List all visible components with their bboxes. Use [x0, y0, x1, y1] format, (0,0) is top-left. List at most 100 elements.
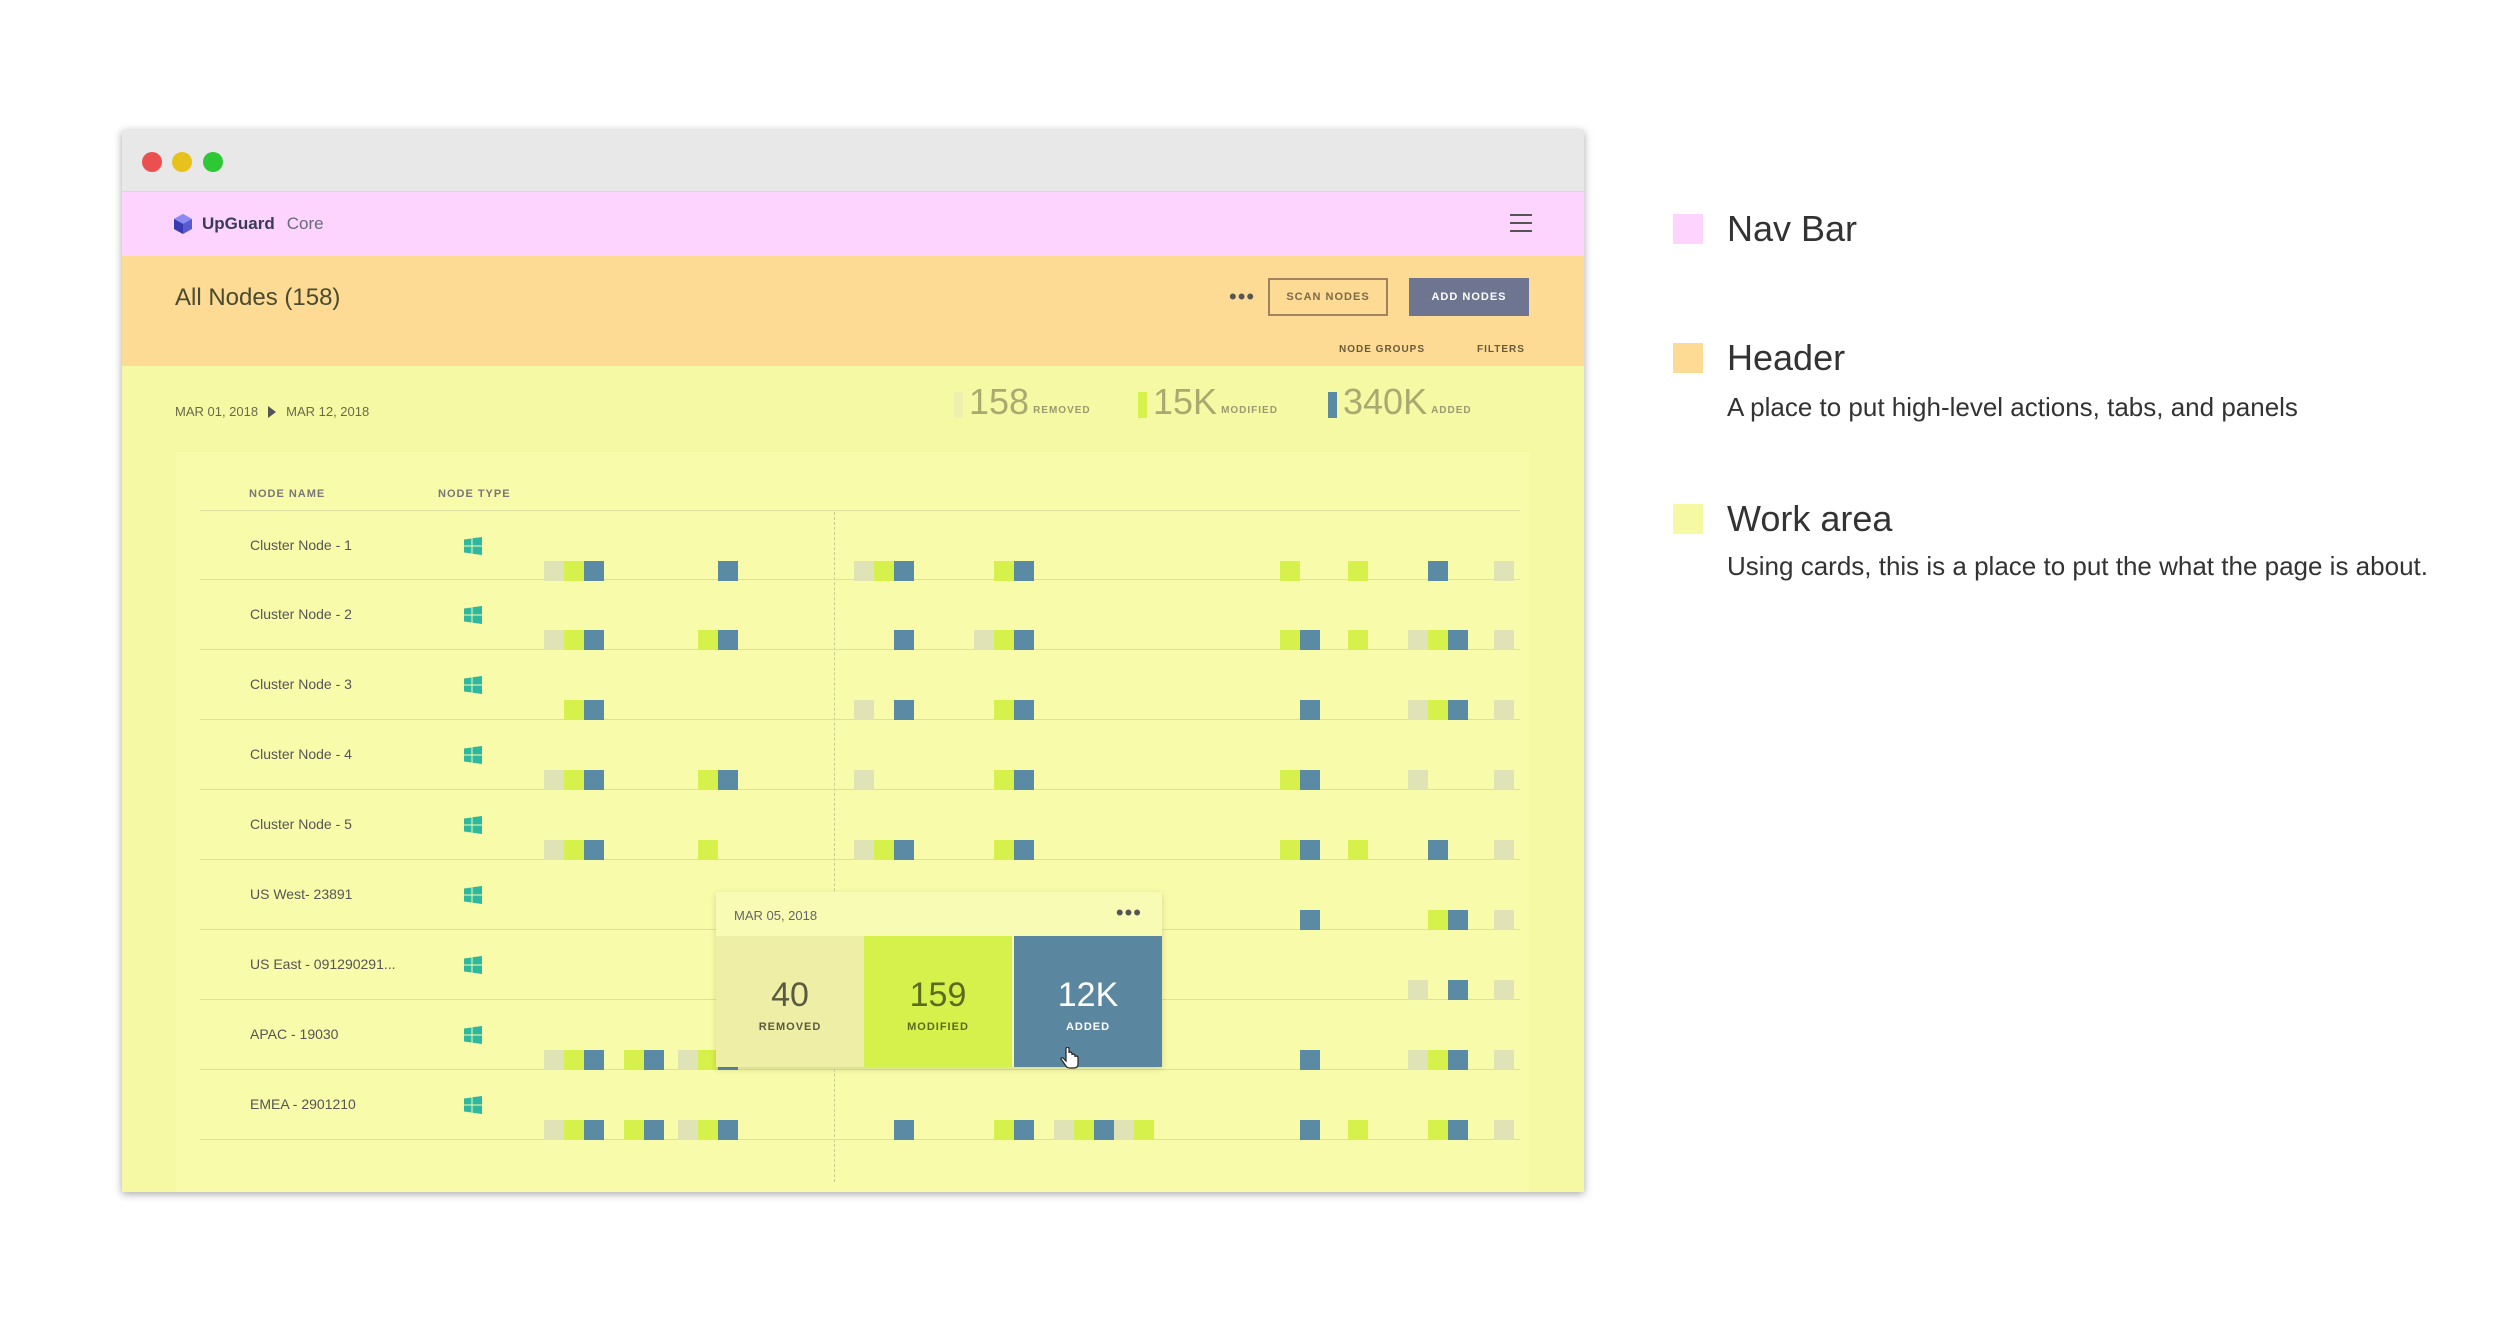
activity-cell[interactable] — [1494, 840, 1514, 860]
activity-cell[interactable] — [1428, 840, 1448, 860]
activity-cell[interactable] — [1494, 910, 1514, 930]
activity-cell[interactable] — [1408, 700, 1428, 720]
column-header-node-name[interactable]: NODE NAME — [249, 488, 326, 500]
tab-node-groups[interactable]: NODE GROUPS — [1339, 344, 1426, 355]
activity-cell[interactable] — [544, 630, 564, 650]
activity-cell[interactable] — [994, 561, 1014, 581]
activity-cell[interactable] — [974, 630, 994, 650]
activity-cell[interactable] — [994, 770, 1014, 790]
activity-cell[interactable] — [564, 1050, 584, 1070]
activity-cell[interactable] — [584, 630, 604, 650]
activity-cell[interactable] — [544, 770, 564, 790]
activity-cell[interactable] — [584, 561, 604, 581]
activity-cell[interactable] — [894, 840, 914, 860]
activity-cell[interactable] — [1094, 1120, 1114, 1140]
activity-cell[interactable] — [1448, 700, 1468, 720]
activity-cell[interactable] — [718, 630, 738, 650]
activity-cell[interactable] — [1300, 630, 1320, 650]
activity-cell[interactable] — [1014, 1120, 1034, 1140]
activity-cell[interactable] — [1494, 1050, 1514, 1070]
activity-cell[interactable] — [1280, 770, 1300, 790]
activity-cell[interactable] — [624, 1050, 644, 1070]
activity-cell[interactable] — [624, 1120, 644, 1140]
activity-cell[interactable] — [644, 1050, 664, 1070]
activity-cell[interactable] — [1428, 910, 1448, 930]
activity-cell[interactable] — [1054, 1120, 1074, 1140]
activity-cell[interactable] — [854, 840, 874, 860]
activity-cell[interactable] — [544, 561, 564, 581]
activity-cell[interactable] — [718, 1120, 738, 1140]
activity-cell[interactable] — [698, 630, 718, 650]
activity-cell[interactable] — [544, 840, 564, 860]
activity-cell[interactable] — [1428, 1120, 1448, 1140]
activity-cell[interactable] — [1300, 700, 1320, 720]
activity-cell[interactable] — [874, 561, 894, 581]
activity-cell[interactable] — [718, 770, 738, 790]
close-window-button[interactable] — [142, 152, 162, 172]
activity-cell[interactable] — [698, 770, 718, 790]
table-row[interactable]: Cluster Node - 2 — [200, 580, 1520, 650]
activity-cell[interactable] — [1348, 561, 1368, 581]
activity-cell[interactable] — [1134, 1120, 1154, 1140]
activity-cell[interactable] — [1280, 840, 1300, 860]
activity-cell[interactable] — [854, 700, 874, 720]
activity-cell[interactable] — [894, 561, 914, 581]
activity-cell[interactable] — [1014, 561, 1034, 581]
activity-cell[interactable] — [1408, 630, 1428, 650]
activity-cell[interactable] — [584, 840, 604, 860]
activity-cell[interactable] — [1408, 770, 1428, 790]
hamburger-menu-icon[interactable] — [1510, 214, 1532, 232]
activity-cell[interactable] — [1428, 700, 1448, 720]
activity-cell[interactable] — [698, 1050, 718, 1070]
activity-cell[interactable] — [1074, 1120, 1094, 1140]
activity-cell[interactable] — [994, 840, 1014, 860]
activity-cell[interactable] — [564, 630, 584, 650]
activity-cell[interactable] — [1448, 910, 1468, 930]
activity-cell[interactable] — [994, 1120, 1014, 1140]
activity-cell[interactable] — [564, 840, 584, 860]
activity-cell[interactable] — [1494, 630, 1514, 650]
popover-tile-modified[interactable]: 159 MODIFIED — [864, 936, 1012, 1067]
activity-cell[interactable] — [1348, 840, 1368, 860]
popover-tile-added[interactable]: 12K ADDED — [1014, 936, 1162, 1067]
table-row[interactable]: Cluster Node - 1 — [200, 510, 1520, 581]
activity-cell[interactable] — [854, 561, 874, 581]
activity-cell[interactable] — [894, 630, 914, 650]
activity-cell[interactable] — [718, 561, 738, 581]
activity-cell[interactable] — [1428, 630, 1448, 650]
activity-cell[interactable] — [644, 1120, 664, 1140]
table-row[interactable]: Cluster Node - 3 — [200, 650, 1520, 720]
activity-cell[interactable] — [564, 561, 584, 581]
activity-cell[interactable] — [544, 1050, 564, 1070]
activity-cell[interactable] — [1494, 980, 1514, 1000]
activity-cell[interactable] — [1428, 1050, 1448, 1070]
activity-cell[interactable] — [1448, 1120, 1468, 1140]
popover-tile-removed[interactable]: 40 REMOVED — [716, 936, 864, 1067]
table-row[interactable]: Cluster Node - 4 — [200, 720, 1520, 790]
table-row[interactable]: Cluster Node - 5 — [200, 790, 1520, 860]
activity-cell[interactable] — [584, 770, 604, 790]
minimize-window-button[interactable] — [172, 152, 192, 172]
activity-cell[interactable] — [894, 700, 914, 720]
activity-cell[interactable] — [1300, 1120, 1320, 1140]
activity-cell[interactable] — [894, 1120, 914, 1140]
activity-cell[interactable] — [854, 770, 874, 790]
activity-cell[interactable] — [584, 700, 604, 720]
activity-cell[interactable] — [1494, 561, 1514, 581]
activity-cell[interactable] — [564, 770, 584, 790]
activity-cell[interactable] — [1494, 700, 1514, 720]
logo[interactable]: UpGuard Core — [172, 213, 324, 235]
add-nodes-button[interactable]: ADD NODES — [1409, 278, 1529, 316]
activity-cell[interactable] — [1280, 630, 1300, 650]
activity-cell[interactable] — [1300, 770, 1320, 790]
activity-cell[interactable] — [1300, 1050, 1320, 1070]
popover-more-icon[interactable]: ••• — [1115, 900, 1142, 925]
activity-cell[interactable] — [698, 840, 718, 860]
activity-cell[interactable] — [1448, 630, 1468, 650]
activity-cell[interactable] — [1014, 630, 1034, 650]
activity-cell[interactable] — [1300, 840, 1320, 860]
activity-cell[interactable] — [1494, 770, 1514, 790]
activity-cell[interactable] — [1348, 1120, 1368, 1140]
activity-cell[interactable] — [1280, 561, 1300, 581]
activity-cell[interactable] — [544, 1120, 564, 1140]
